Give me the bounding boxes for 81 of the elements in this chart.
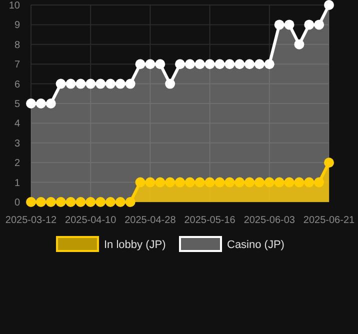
point xyxy=(314,177,324,188)
point xyxy=(86,78,96,89)
point xyxy=(184,59,195,70)
point xyxy=(56,78,66,89)
point xyxy=(204,177,215,188)
y-tick-label: 6 xyxy=(14,79,20,90)
y-tick-label: 8 xyxy=(14,40,20,51)
point xyxy=(66,197,76,207)
point xyxy=(115,197,126,207)
point xyxy=(115,78,126,89)
point xyxy=(46,98,56,108)
y-tick-label: 4 xyxy=(14,118,20,130)
point xyxy=(76,78,86,89)
point xyxy=(105,78,116,89)
x-tick-label: 2025-04-28 xyxy=(124,215,176,226)
y-tick-label: 7 xyxy=(14,60,20,71)
point xyxy=(244,177,255,188)
point xyxy=(214,177,225,188)
point xyxy=(175,59,185,70)
point xyxy=(36,98,46,108)
point xyxy=(155,177,166,188)
point xyxy=(214,59,225,70)
point xyxy=(204,59,215,70)
point xyxy=(125,78,136,89)
point xyxy=(165,177,176,188)
point xyxy=(96,197,106,207)
y-tick-label: 2 xyxy=(14,158,20,170)
point xyxy=(294,177,304,188)
point xyxy=(304,177,314,188)
point xyxy=(264,59,274,70)
point xyxy=(254,59,264,70)
point xyxy=(36,197,46,207)
point xyxy=(125,197,136,207)
point xyxy=(96,78,106,89)
y-tick-label: 10 xyxy=(8,0,20,12)
point xyxy=(324,0,334,10)
point xyxy=(254,177,264,188)
y-tick-label: 5 xyxy=(14,99,20,110)
point xyxy=(165,78,176,89)
point xyxy=(194,177,205,188)
y-tick-label: 9 xyxy=(14,20,20,32)
point xyxy=(56,197,66,207)
point xyxy=(274,20,284,30)
point xyxy=(244,59,255,70)
point xyxy=(284,20,294,30)
point xyxy=(314,20,324,30)
point xyxy=(76,197,86,207)
point xyxy=(46,197,56,207)
point xyxy=(155,59,166,70)
point xyxy=(184,177,195,188)
x-tick-label: 2025-06-03 xyxy=(244,215,296,226)
y-tick-label: 1 xyxy=(14,178,20,189)
x-tick-label: 2025-05-16 xyxy=(184,215,236,226)
point xyxy=(135,177,146,188)
point xyxy=(304,20,314,30)
point xyxy=(26,98,36,108)
x-tick-label: 2025-04-10 xyxy=(65,215,117,226)
point xyxy=(294,39,304,50)
point xyxy=(234,177,245,188)
x-tick-label: 2025-03-12 xyxy=(5,215,58,226)
x-tick-label: 2025-06-21 xyxy=(303,215,356,226)
point xyxy=(234,59,245,70)
point xyxy=(135,59,146,70)
y-tick-label: 3 xyxy=(14,138,20,150)
point xyxy=(274,177,284,188)
legend-label: Casino (JP) xyxy=(227,238,284,251)
point xyxy=(324,158,334,168)
point xyxy=(86,197,96,207)
point xyxy=(284,177,294,188)
point xyxy=(264,177,274,188)
y-tick-label: 0 xyxy=(14,198,20,208)
point xyxy=(145,59,156,70)
point xyxy=(194,59,205,70)
point xyxy=(145,177,156,188)
point xyxy=(175,177,185,188)
point xyxy=(26,197,36,207)
point xyxy=(224,59,235,70)
point xyxy=(224,177,235,188)
point xyxy=(66,78,76,89)
legend-label: In lobby (JP) xyxy=(104,238,166,251)
point xyxy=(105,197,116,207)
